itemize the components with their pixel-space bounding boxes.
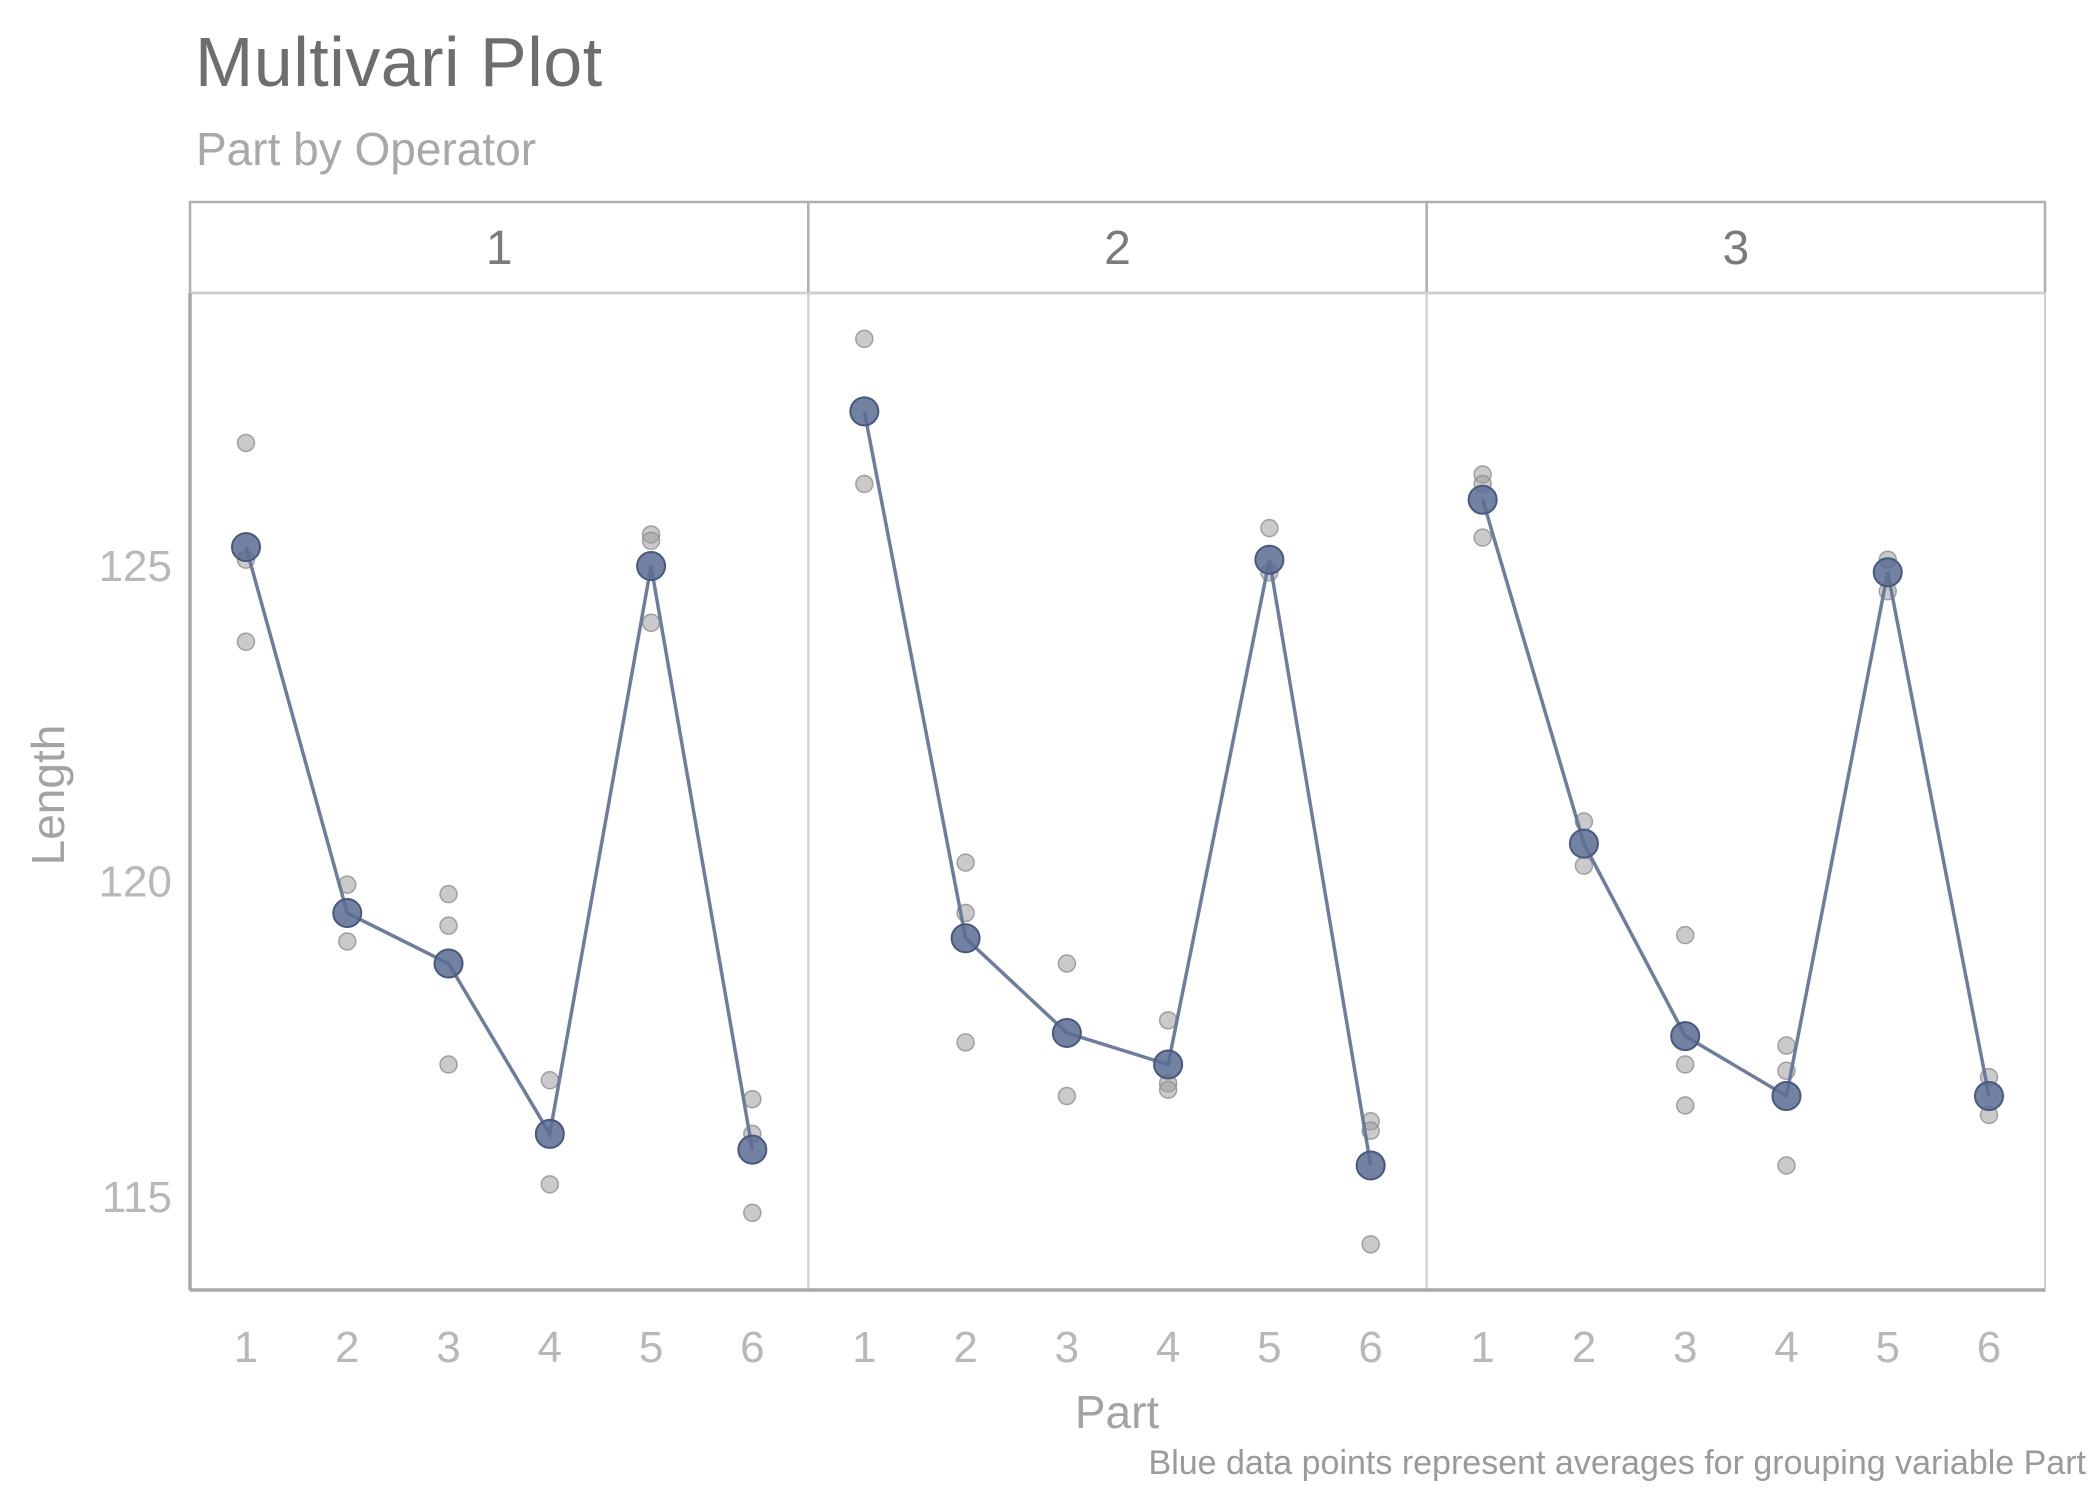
panel-border-1	[189, 292, 810, 1291]
raw-point-op3-part4	[1777, 1036, 1796, 1055]
average-point-op3-part4	[1771, 1081, 1802, 1112]
average-point-op1-part3	[433, 948, 464, 979]
average-point-op3-part2	[1568, 828, 1599, 859]
raw-point-op1-part3	[439, 884, 458, 904]
x-tick-label-op2-5: 5	[1257, 1323, 1281, 1372]
raw-point-op1-part5	[641, 531, 661, 551]
average-point-op2-part2	[950, 923, 981, 954]
raw-point-op2-part2	[956, 1033, 975, 1052]
y-tick-label-125: 125	[99, 542, 172, 591]
raw-point-op1-part5	[641, 613, 661, 633]
x-axis-title: Part	[1074, 1386, 1160, 1438]
average-point-op2-part4	[1153, 1049, 1184, 1080]
facet-strip-3	[1425, 200, 2047, 295]
raw-point-op1-part3	[439, 916, 458, 935]
average-point-op3-part5	[1872, 557, 1903, 588]
average-line-op1	[244, 546, 755, 1150]
x-tick-label-op3-5: 5	[1875, 1323, 1899, 1372]
raw-point-op2-part6	[1361, 1235, 1380, 1254]
raw-point-op3-part4	[1777, 1156, 1796, 1175]
raw-point-op3-part1	[1473, 528, 1492, 547]
raw-point-op1-part6	[743, 1203, 762, 1223]
raw-point-op2-part1	[855, 474, 874, 494]
x-tick-label-op1-1: 1	[234, 1323, 258, 1372]
raw-point-op2-part4	[1158, 1080, 1178, 1099]
x-tick-label-op3-4: 4	[1774, 1323, 1798, 1372]
x-tick-label-op1-2: 2	[335, 1323, 359, 1372]
raw-point-op1-part2	[338, 932, 357, 951]
average-line-op3	[1480, 499, 1991, 1099]
x-tick-label-op3-2: 2	[1572, 1323, 1596, 1372]
raw-point-op3-part3	[1675, 925, 1695, 945]
facet-strip-label-2: 2	[1104, 222, 1131, 275]
facet-strip-label-1: 1	[486, 222, 513, 275]
average-point-op3-part6	[1974, 1081, 2004, 1112]
average-point-op1-part2	[332, 898, 363, 929]
page-subtitle: Part by Operator	[196, 123, 537, 175]
x-tick-label-op2-1: 1	[852, 1323, 876, 1372]
raw-point-op1-part1	[236, 632, 256, 651]
average-point-op2-part1	[849, 396, 880, 427]
raw-point-op3-part3	[1675, 1096, 1695, 1115]
average-point-op3-part1	[1467, 484, 1498, 515]
x-tick-label-op1-5: 5	[639, 1323, 663, 1372]
raw-point-op1-part4	[540, 1175, 560, 1194]
raw-point-op2-part3	[1057, 1086, 1077, 1106]
x-tick-label-op1-4: 4	[538, 1323, 562, 1372]
average-point-op1-part5	[636, 551, 667, 581]
raw-point-op1-part1	[236, 433, 256, 453]
raw-point-op2-part3	[1057, 954, 1077, 973]
facet-strip-label-3: 3	[1722, 222, 1749, 275]
chart-caption: Blue data points represent averages for …	[1148, 1444, 2086, 1482]
x-tick-label-op2-2: 2	[953, 1323, 977, 1372]
average-line-op2	[862, 411, 1373, 1166]
raw-point-op2-part2	[956, 853, 975, 872]
average-point-op1-part6	[737, 1134, 768, 1165]
average-point-op3-part3	[1670, 1021, 1701, 1052]
x-tick-label-op3-6: 6	[1977, 1323, 2001, 1372]
panel-border-3	[1425, 292, 2046, 1291]
raw-point-op1-part3	[439, 1055, 458, 1074]
x-tick-label-op3-3: 3	[1673, 1323, 1697, 1372]
x-tick-label-op3-1: 1	[1470, 1323, 1494, 1372]
page-title: Multivari Plot	[195, 23, 603, 101]
raw-point-op3-part2	[1574, 856, 1594, 875]
x-tick-label-op2-6: 6	[1358, 1323, 1382, 1372]
average-point-op1-part1	[231, 532, 261, 563]
average-point-op2-part3	[1051, 1017, 1082, 1048]
raw-point-op2-part5	[1260, 518, 1279, 538]
average-point-op1-part4	[534, 1118, 565, 1149]
x-tick-label-op2-4: 4	[1156, 1323, 1180, 1372]
x-tick-label-op1-6: 6	[740, 1323, 764, 1372]
raw-point-op2-part1	[855, 329, 874, 349]
average-point-op2-part6	[1355, 1150, 1386, 1181]
y-tick-label-115: 115	[102, 1173, 172, 1222]
panel-border-2	[807, 292, 1428, 1291]
x-tick-label-op1-3: 3	[436, 1323, 460, 1372]
raw-point-op3-part3	[1675, 1055, 1695, 1074]
x-tick-label-op2-3: 3	[1055, 1323, 1079, 1372]
raw-point-op1-part4	[540, 1071, 560, 1090]
y-tick-label-120: 120	[99, 858, 172, 907]
average-point-op2-part5	[1254, 544, 1285, 575]
